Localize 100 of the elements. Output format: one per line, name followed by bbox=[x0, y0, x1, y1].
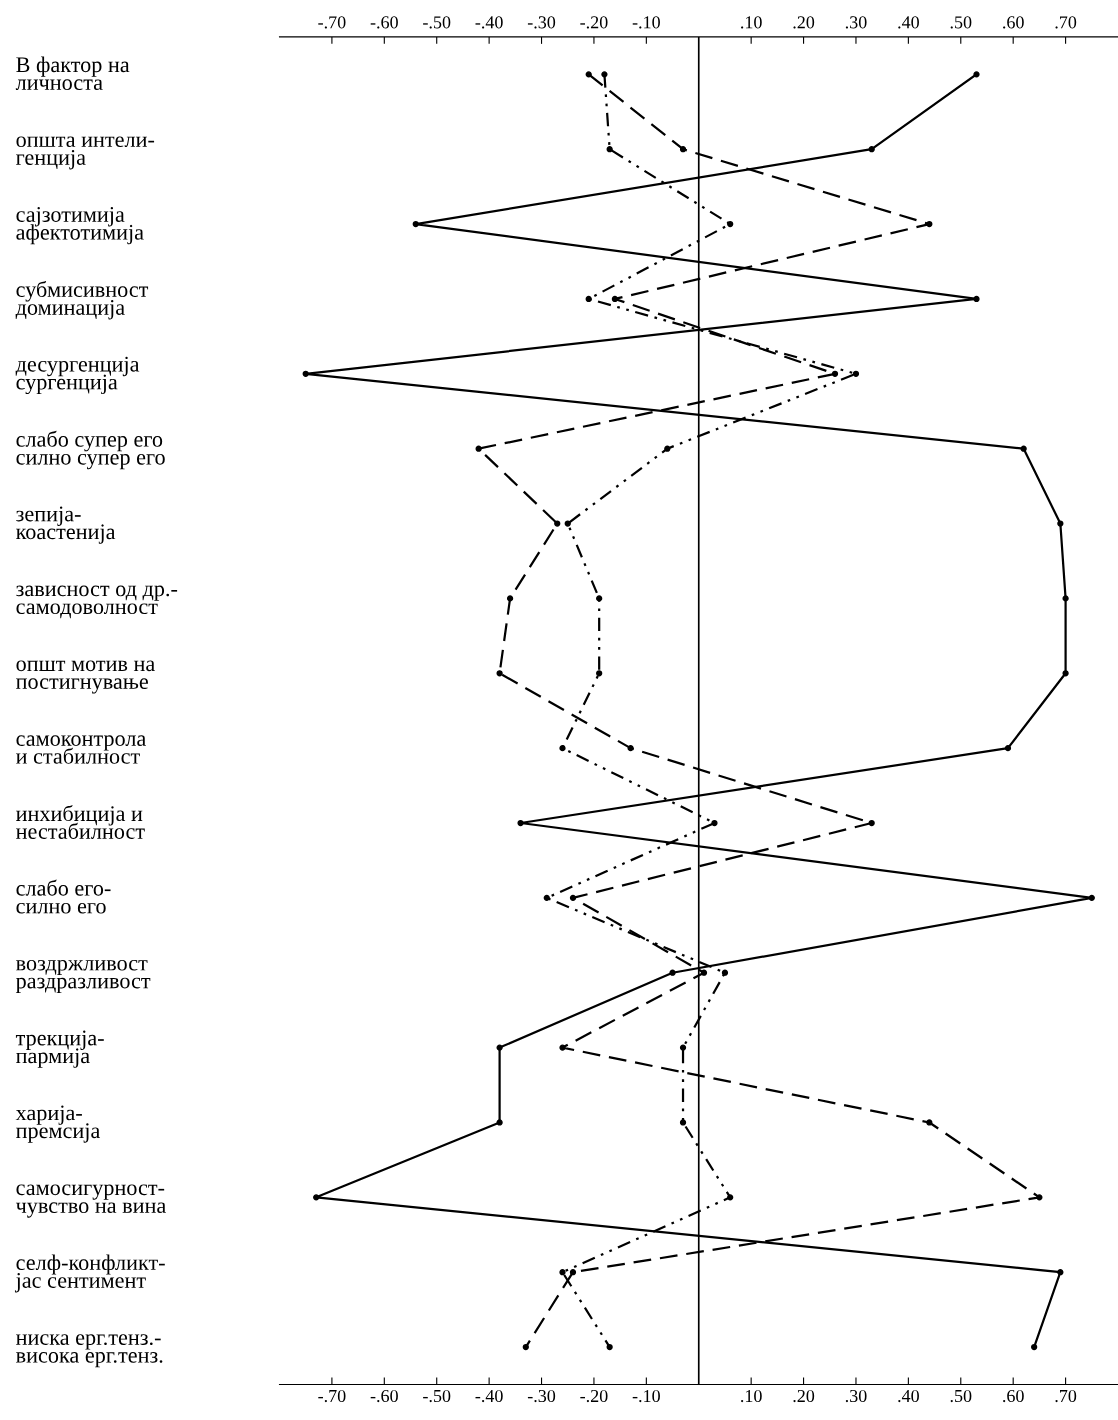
point bbox=[302, 370, 309, 377]
point bbox=[554, 520, 561, 527]
x2-tick-label: -.30 bbox=[527, 16, 556, 29]
x-tick-label: .50 bbox=[950, 1389, 972, 1403]
point bbox=[852, 370, 860, 377]
y-tick-label: харија- премсија bbox=[15, 1105, 101, 1143]
x2-tick-label: .20 bbox=[793, 16, 815, 29]
point bbox=[727, 1194, 734, 1201]
point bbox=[559, 1269, 566, 1276]
x-tick-label: .60 bbox=[1003, 1389, 1024, 1403]
point bbox=[569, 894, 577, 901]
y-tick-label: слабо его- силно его bbox=[16, 879, 111, 914]
x2-tick-label: .30 bbox=[845, 16, 867, 29]
point bbox=[926, 220, 933, 228]
point bbox=[711, 819, 718, 827]
point bbox=[868, 146, 875, 153]
x-tick-label: -.10 bbox=[632, 1389, 660, 1403]
point bbox=[679, 1044, 687, 1051]
x-tick-label: -.40 bbox=[475, 1389, 503, 1403]
x2-tick-label: .50 bbox=[950, 16, 972, 29]
point bbox=[1062, 670, 1069, 677]
point bbox=[313, 1194, 320, 1201]
point bbox=[1057, 520, 1064, 527]
point bbox=[721, 969, 729, 976]
point bbox=[1004, 745, 1012, 752]
point bbox=[679, 1119, 687, 1126]
x-tick-label: -.50 bbox=[423, 1389, 451, 1403]
point bbox=[596, 595, 603, 602]
point bbox=[559, 745, 566, 752]
x-tick-label: -.30 bbox=[527, 1389, 556, 1403]
point bbox=[700, 969, 708, 976]
y-tick-label: трекција- пармија bbox=[15, 1030, 104, 1068]
x-tick-label: .30 bbox=[845, 1389, 867, 1403]
point bbox=[475, 445, 482, 452]
point bbox=[517, 819, 524, 827]
point bbox=[559, 1044, 566, 1051]
x-tick-label: .20 bbox=[793, 1389, 815, 1403]
point bbox=[606, 1343, 613, 1351]
point bbox=[831, 370, 839, 377]
point bbox=[585, 71, 592, 78]
x2-tick-label: .40 bbox=[898, 16, 919, 29]
x2-tick-label: -.70 bbox=[318, 16, 346, 29]
x-tick-label: -.60 bbox=[370, 1389, 398, 1403]
point bbox=[1020, 445, 1027, 452]
y-tick-label: општ мотив на постигнување bbox=[16, 660, 155, 694]
y-tick-label: зависност од др.- самодоволност bbox=[16, 585, 178, 619]
point bbox=[926, 1119, 933, 1126]
x2-tick-label: -.50 bbox=[423, 16, 451, 29]
point bbox=[973, 295, 980, 303]
point bbox=[611, 295, 619, 303]
point bbox=[1036, 1194, 1043, 1201]
x-tick-label: .10 bbox=[741, 1389, 762, 1403]
point bbox=[496, 1044, 503, 1051]
y-tick-label: десургенција сургенција bbox=[15, 356, 140, 395]
point bbox=[496, 670, 503, 677]
point bbox=[973, 71, 980, 78]
y-tick-label: инхибиција и нестабилност bbox=[16, 804, 145, 839]
x2-tick-label: -.10 bbox=[632, 16, 660, 29]
point bbox=[1088, 894, 1095, 901]
y-tick-label: субмисивност доминација bbox=[15, 280, 149, 320]
x-tick-label: -.20 bbox=[580, 1389, 608, 1403]
x2-tick-label: -.60 bbox=[370, 16, 398, 29]
x-tick-label: .70 bbox=[1055, 1389, 1077, 1403]
point bbox=[1062, 595, 1069, 602]
point bbox=[664, 445, 671, 452]
x2-tick-label: .60 bbox=[1003, 16, 1024, 29]
x2-tick-label: -.40 bbox=[475, 16, 503, 29]
y-tick-label: селф-конфликт- јас сентимент bbox=[14, 1254, 165, 1293]
point bbox=[506, 595, 514, 602]
y-tick-label: самоконтрола и стабилност bbox=[16, 735, 146, 764]
point bbox=[412, 220, 419, 228]
point bbox=[496, 1119, 503, 1126]
point bbox=[596, 670, 603, 677]
point bbox=[679, 146, 687, 153]
point bbox=[727, 220, 734, 228]
x-tick-label: -.70 bbox=[318, 1389, 346, 1403]
point bbox=[627, 745, 634, 752]
x2-tick-label: .70 bbox=[1055, 16, 1077, 29]
point bbox=[585, 295, 592, 303]
y-tick-label: сајзотимија афектотимија bbox=[16, 207, 144, 245]
x2-tick-label: .10 bbox=[741, 16, 762, 29]
point bbox=[868, 819, 875, 827]
y-tick-label: зепија- коастенија bbox=[16, 506, 116, 544]
y-tick-label: општа интели- генција bbox=[16, 136, 155, 170]
point bbox=[543, 894, 550, 901]
point bbox=[564, 520, 571, 527]
point bbox=[1057, 1269, 1064, 1276]
point bbox=[669, 969, 676, 976]
point bbox=[601, 71, 608, 78]
x-tick-label: .40 bbox=[898, 1389, 919, 1403]
y-tick-label: слабо супер его силно супер его bbox=[16, 430, 165, 470]
y-tick-label: ниска ерг.тенз.- висока ерг.тенз. bbox=[16, 1334, 163, 1368]
point bbox=[569, 1269, 577, 1276]
point bbox=[1031, 1343, 1038, 1351]
y-tick-label: самосигурност- чувство на вина bbox=[15, 1184, 166, 1218]
x2-tick-label: -.20 bbox=[580, 16, 608, 29]
point bbox=[522, 1343, 529, 1351]
y-tick-label: воздржливост раздразливост bbox=[15, 959, 151, 993]
y-tick-label: В фактор на личноста bbox=[15, 56, 130, 91]
point bbox=[606, 146, 613, 153]
